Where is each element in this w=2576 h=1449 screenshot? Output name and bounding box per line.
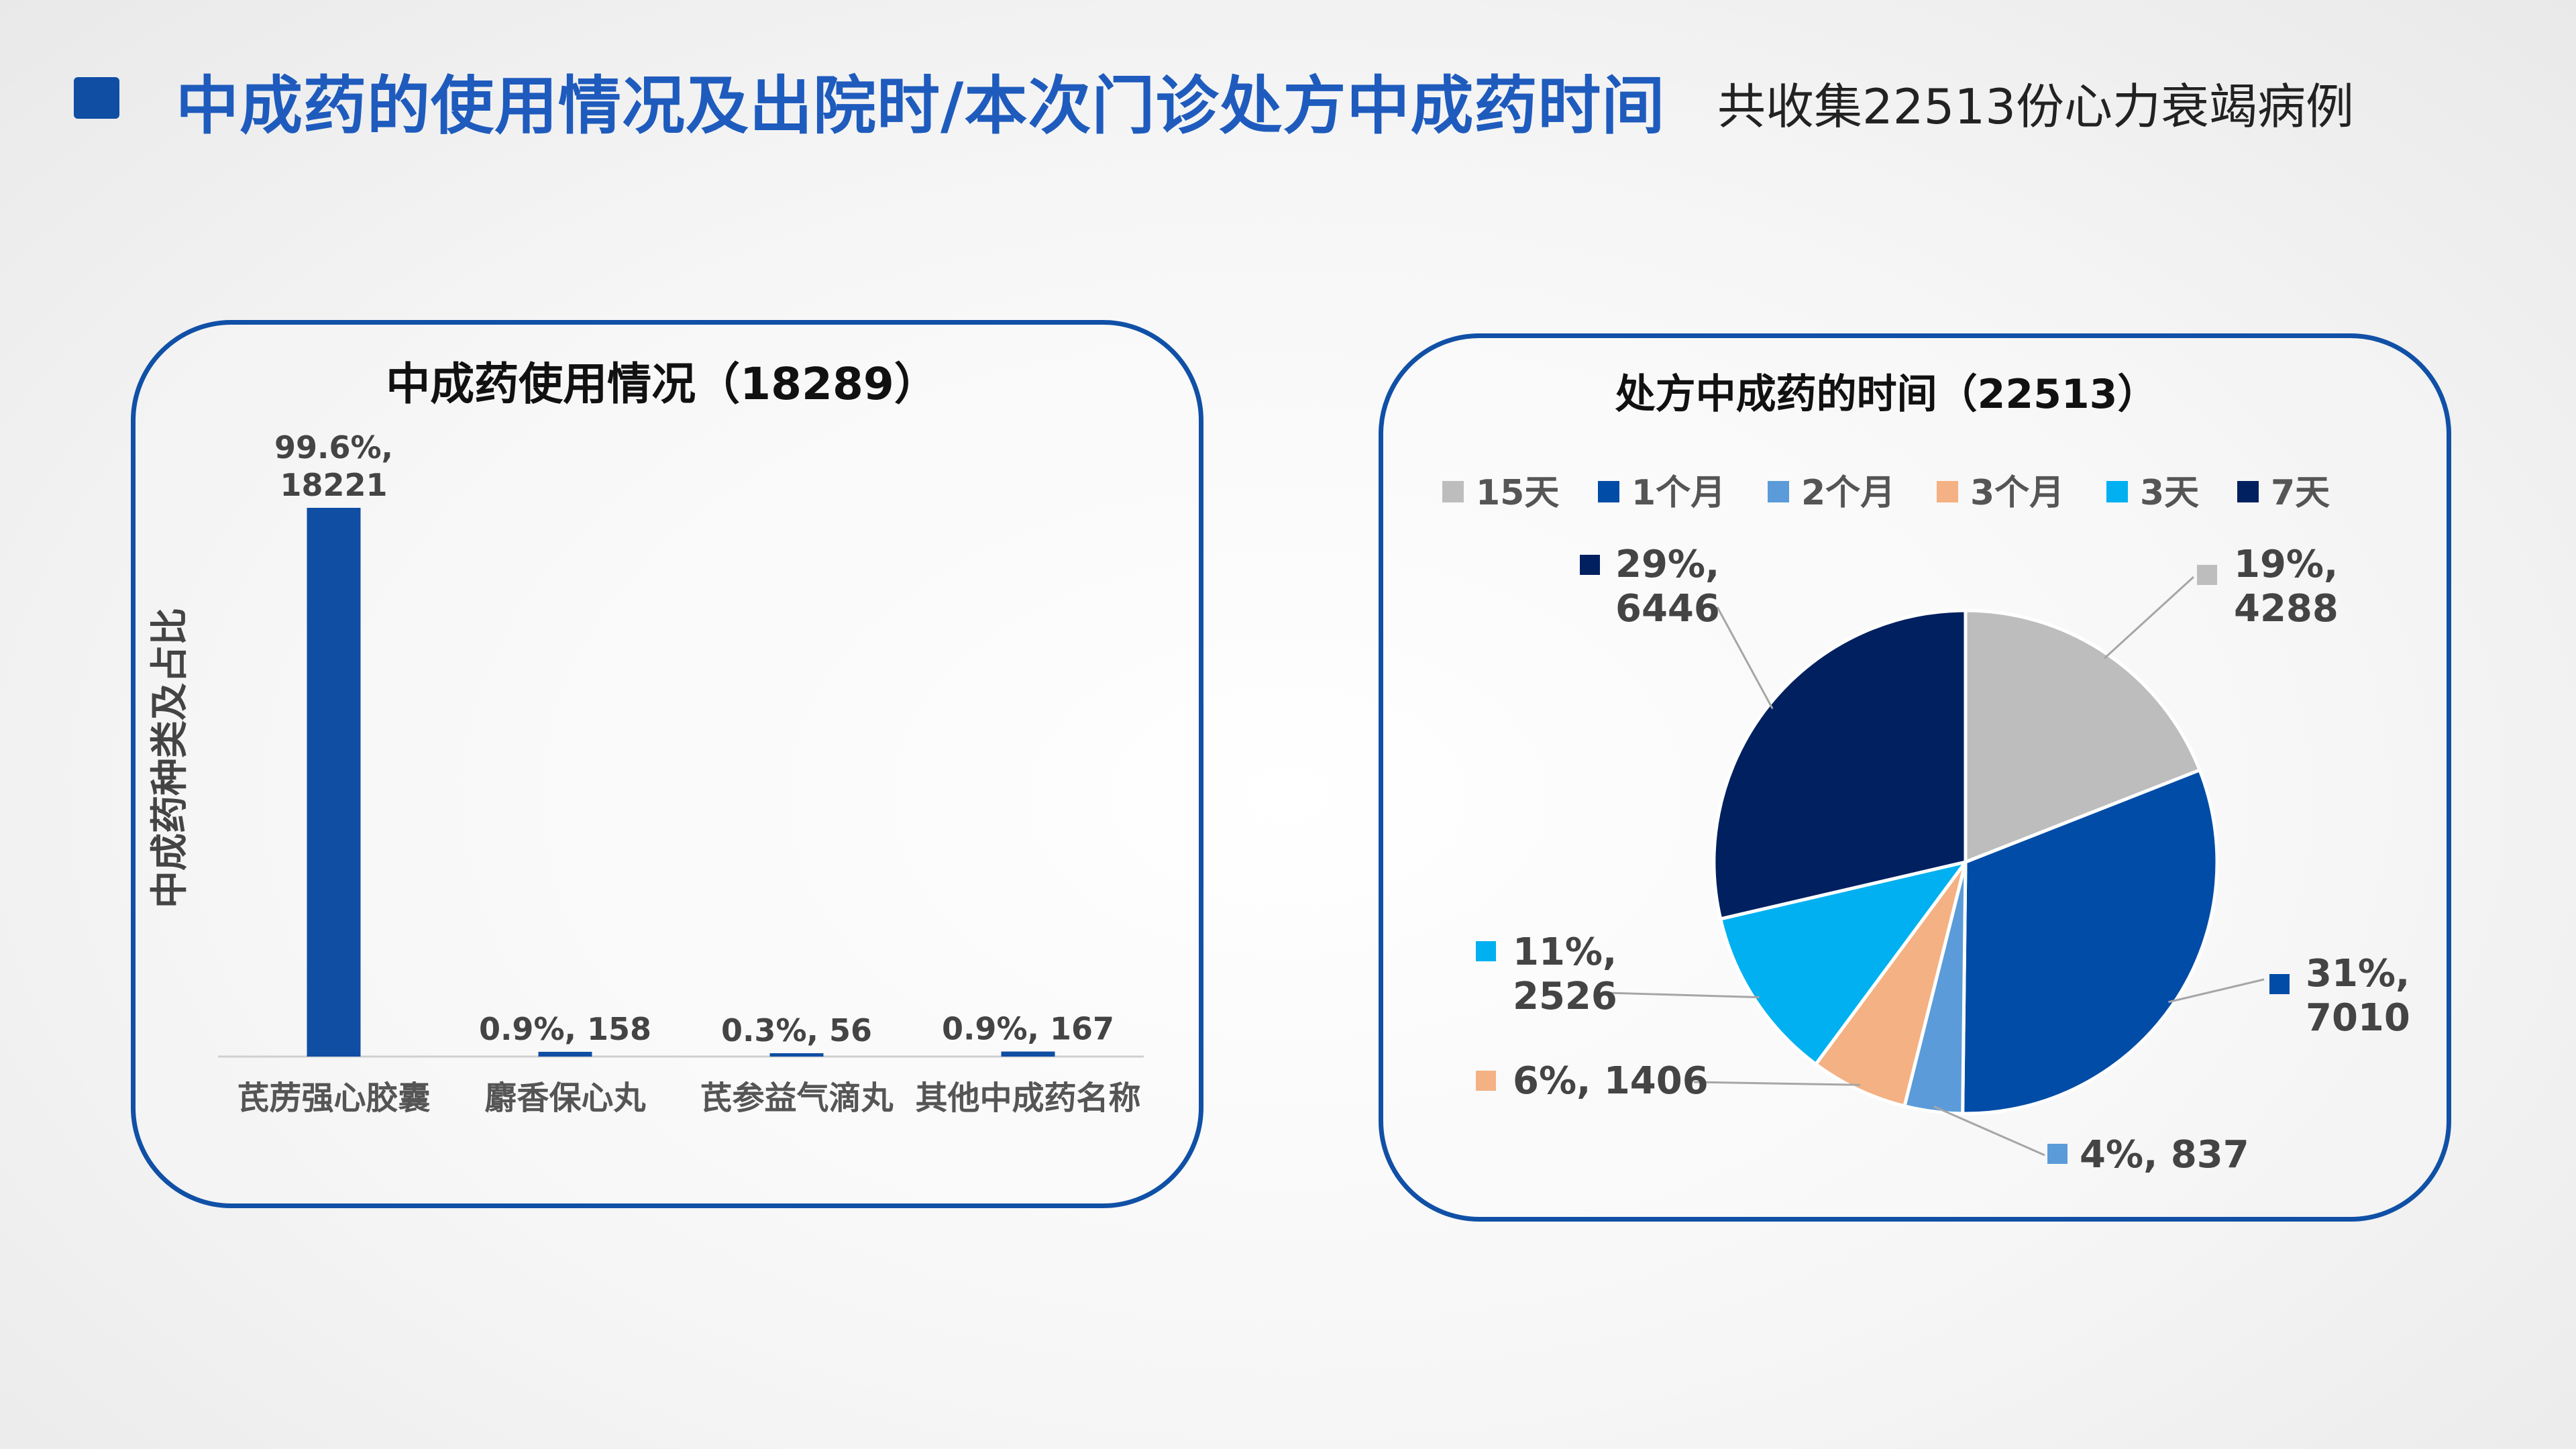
pie-label-swatch	[1476, 941, 1496, 961]
legend-label: 7天	[2271, 473, 2330, 513]
title-bullet	[74, 77, 119, 119]
legend-label: 3天	[2140, 473, 2199, 513]
legend-swatch	[2106, 481, 2128, 502]
pie-slice	[1964, 608, 2202, 865]
pie-slice	[1813, 861, 1968, 1108]
pie-label-swatch	[2047, 1144, 2068, 1164]
bar-category-label: 芪苈强心胶囊	[237, 1079, 430, 1117]
legend-label: 1个月	[1631, 473, 1725, 513]
legend-swatch	[1768, 481, 1789, 502]
pie-leader-line	[2104, 576, 2195, 659]
bar-category-label: 其他中成药名称	[915, 1079, 1140, 1117]
pie-data-label: 4288	[2234, 587, 2339, 631]
pie-data-label: 6%, 1406	[1513, 1059, 1709, 1103]
pie-data-label: 11%,	[1513, 930, 1617, 974]
pie-label-swatch	[1476, 1071, 1496, 1091]
pie-label-swatch	[1580, 555, 1600, 575]
pie-leader-line	[1606, 991, 1760, 999]
pie-data-label: 2526	[1513, 975, 1617, 1018]
page-subtitle: 共收集22513份心力衰竭病例	[1717, 78, 2355, 135]
bar-data-label: 0.3%, 56	[721, 1012, 872, 1049]
pie-slice	[1961, 767, 2219, 1116]
pie-chart: 处方中成药的时间（22513） 15天 1个月 2个月 3个月 3天 7天 19%,428…	[1442, 371, 2410, 1177]
bar-chart-title: 中成药使用情况（18289）	[386, 358, 938, 410]
bar-chart: 中成药使用情况（18289） 中成药种类及占比 芪苈强心胶囊 99.6%,1822…	[148, 358, 1144, 1117]
bar-2	[769, 1053, 824, 1057]
bar-data-label: 18221	[280, 467, 387, 503]
bar-data-label: 99.6%,	[274, 429, 393, 466]
pie-data-label: 19%,	[2234, 543, 2338, 586]
pie-data-label: 7010	[2306, 996, 2410, 1040]
bar-1	[538, 1051, 592, 1057]
legend-swatch	[1937, 481, 1958, 502]
pie-slice	[1718, 859, 1970, 1067]
pie-data-label: 29%,	[1615, 543, 1719, 586]
legend-swatch	[1442, 481, 1464, 502]
bar-chart-ylabel: 中成药种类及占比	[148, 608, 192, 908]
pie-slice	[1712, 608, 1968, 921]
pie-data-label: 6446	[1615, 587, 1720, 631]
pie-leader-line	[1693, 1081, 1861, 1086]
bar-data-label: 0.9%, 167	[942, 1011, 1114, 1047]
pie-leader-line	[1933, 1106, 2045, 1157]
legend-swatch	[2237, 481, 2259, 502]
pie-leader-line	[2168, 978, 2265, 1004]
bar-3	[1001, 1051, 1055, 1057]
bar-category-label: 芪参益气滴丸	[700, 1079, 893, 1117]
legend-label: 2个月	[1801, 473, 1895, 513]
pie-data-label: 4%, 837	[2080, 1133, 2249, 1177]
bar-category-label: 麝香保心丸	[484, 1079, 645, 1117]
pie-data-label: 31%,	[2306, 952, 2410, 996]
legend-label: 3个月	[1970, 473, 2064, 513]
pie-chart-title: 处方中成药的时间（22513）	[1615, 371, 2158, 418]
bar-data-label: 0.9%, 158	[479, 1011, 651, 1047]
legend-swatch	[1598, 481, 1619, 502]
page-title: 中成药的使用情况及出院时/本次门诊处方中成药时间	[176, 70, 1666, 143]
legend-label: 15天	[1476, 473, 1559, 513]
pie-label-swatch	[2197, 565, 2217, 585]
pie-leader-line	[1716, 606, 1774, 710]
pie-label-swatch	[2269, 974, 2290, 994]
bar-0	[307, 508, 361, 1057]
